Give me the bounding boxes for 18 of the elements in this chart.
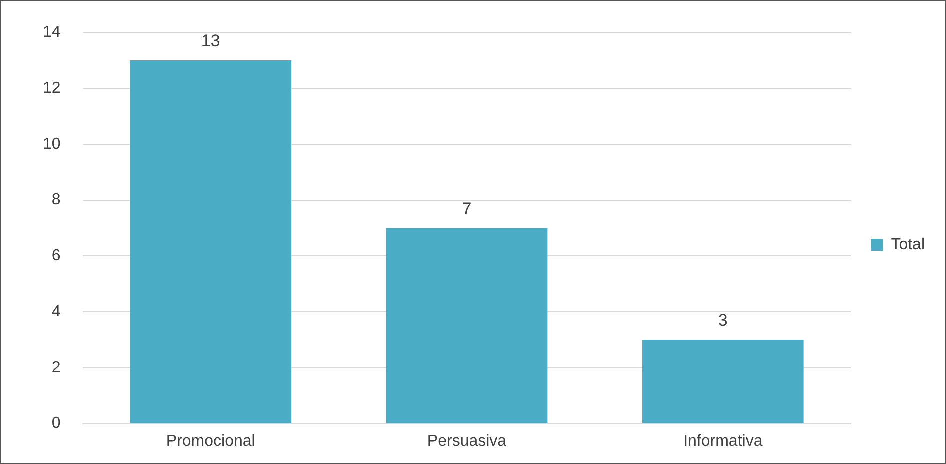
y-tick-label: 14: [43, 24, 61, 42]
y-tick-label: 2: [52, 359, 61, 376]
bar: [642, 340, 804, 424]
legend-label: Total: [891, 236, 925, 254]
y-tick-label: 0: [52, 415, 61, 432]
x-tick-label: Persuasiva: [427, 432, 507, 450]
bar: [130, 60, 292, 424]
bar: [386, 228, 548, 424]
y-tick-label: 10: [43, 136, 61, 153]
y-tick-label: 8: [52, 192, 61, 209]
y-tick-label: 12: [43, 80, 61, 97]
data-label: 13: [201, 32, 220, 51]
x-tick-label: Promocional: [166, 432, 256, 450]
x-tick-label: Informativa: [684, 432, 763, 450]
data-label: 7: [462, 199, 472, 218]
y-tick-label: 6: [52, 248, 61, 265]
y-tick-label: 4: [52, 303, 61, 320]
data-label: 3: [718, 311, 728, 330]
